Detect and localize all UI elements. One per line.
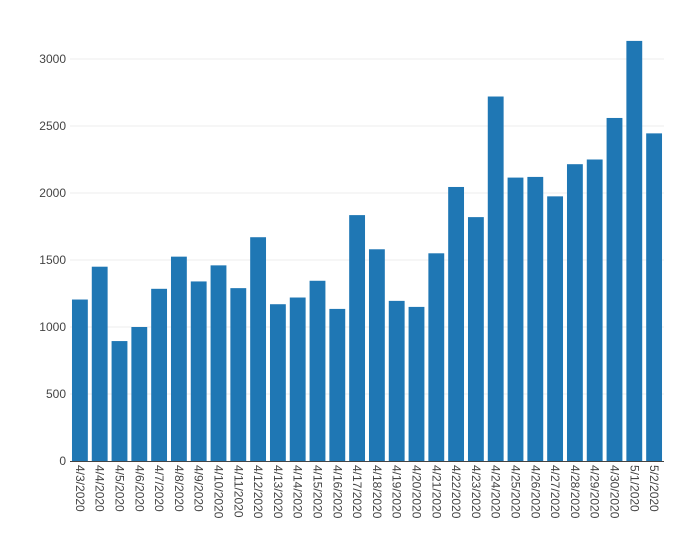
x-tick-label: 4/4/2020 (93, 465, 107, 512)
bar (487, 96, 504, 462)
bar (269, 304, 286, 461)
bar (210, 265, 227, 461)
bar (606, 117, 623, 462)
x-tick-label: 4/15/2020 (311, 465, 325, 519)
x-tick-label: 4/22/2020 (449, 465, 463, 519)
x-tick-label: 4/24/2020 (489, 465, 503, 519)
x-tick-label: 4/6/2020 (132, 465, 146, 512)
y-tick-label: 500 (46, 387, 66, 401)
y-tick-label: 1000 (39, 320, 66, 334)
bar (646, 133, 663, 461)
bar (349, 215, 366, 461)
bar (111, 341, 128, 461)
bar (230, 288, 247, 461)
x-tick-label: 4/11/2020 (231, 465, 245, 518)
bar (507, 177, 524, 461)
x-tick-label: 4/17/2020 (350, 465, 364, 519)
bar (626, 40, 643, 461)
bar (408, 306, 425, 461)
x-axis-ticks: 4/3/2020 4/4/2020 4/5/2020 4/6/2020 4/7/2020… (73, 465, 661, 519)
x-tick-label: 4/20/2020 (410, 465, 424, 519)
y-tick-label: 2500 (39, 119, 66, 133)
bar (170, 256, 187, 461)
y-tick-label: 1500 (39, 253, 66, 267)
y-tick-label: 3000 (39, 52, 66, 66)
bar (448, 186, 465, 461)
x-tick-label: 4/25/2020 (509, 465, 523, 519)
x-tick-label: 4/28/2020 (568, 465, 582, 519)
bar (309, 280, 326, 461)
bar (289, 297, 306, 461)
y-tick-label: 0 (59, 454, 66, 468)
bars (71, 40, 663, 462)
x-tick-label: 5/1/2020 (627, 465, 641, 512)
x-tick-label: 4/23/2020 (469, 465, 483, 519)
y-axis-ticks: 0 500 1000 1500 2000 2500 3000 (39, 52, 66, 468)
bar (388, 300, 405, 461)
x-tick-label: 4/7/2020 (152, 465, 166, 512)
bar (428, 253, 445, 461)
x-tick-label: 4/9/2020 (192, 465, 206, 512)
gridlines (70, 58, 664, 395)
bar (527, 176, 544, 462)
x-tick-label: 4/12/2020 (251, 465, 265, 519)
y-tick-label: 2000 (39, 186, 66, 200)
x-tick-label: 4/16/2020 (330, 465, 344, 519)
x-tick-label: 4/14/2020 (291, 465, 305, 519)
bar (190, 281, 207, 461)
x-tick-label: 4/10/2020 (212, 465, 226, 519)
x-tick-label: 4/21/2020 (429, 465, 443, 519)
bar (151, 288, 168, 461)
x-tick-label: 4/3/2020 (73, 465, 87, 512)
bar (547, 196, 564, 461)
bar (329, 308, 346, 461)
bar (131, 327, 148, 461)
bar (91, 266, 108, 461)
bar (71, 299, 88, 461)
bar (467, 217, 484, 461)
x-tick-label: 5/2/2020 (647, 465, 661, 512)
bar (250, 237, 267, 461)
x-tick-label: 4/18/2020 (370, 465, 384, 519)
bar (368, 249, 385, 461)
x-tick-label: 4/29/2020 (588, 465, 602, 519)
x-tick-label: 4/8/2020 (172, 465, 186, 512)
x-tick-label: 4/27/2020 (548, 465, 562, 519)
x-tick-label: 4/26/2020 (528, 465, 542, 519)
x-tick-label: 4/19/2020 (390, 465, 404, 519)
bar (566, 164, 583, 461)
bar (586, 159, 603, 461)
x-tick-label: 4/30/2020 (608, 465, 622, 519)
x-tick-label: 4/13/2020 (271, 465, 285, 519)
x-tick-label: 4/5/2020 (113, 465, 127, 512)
